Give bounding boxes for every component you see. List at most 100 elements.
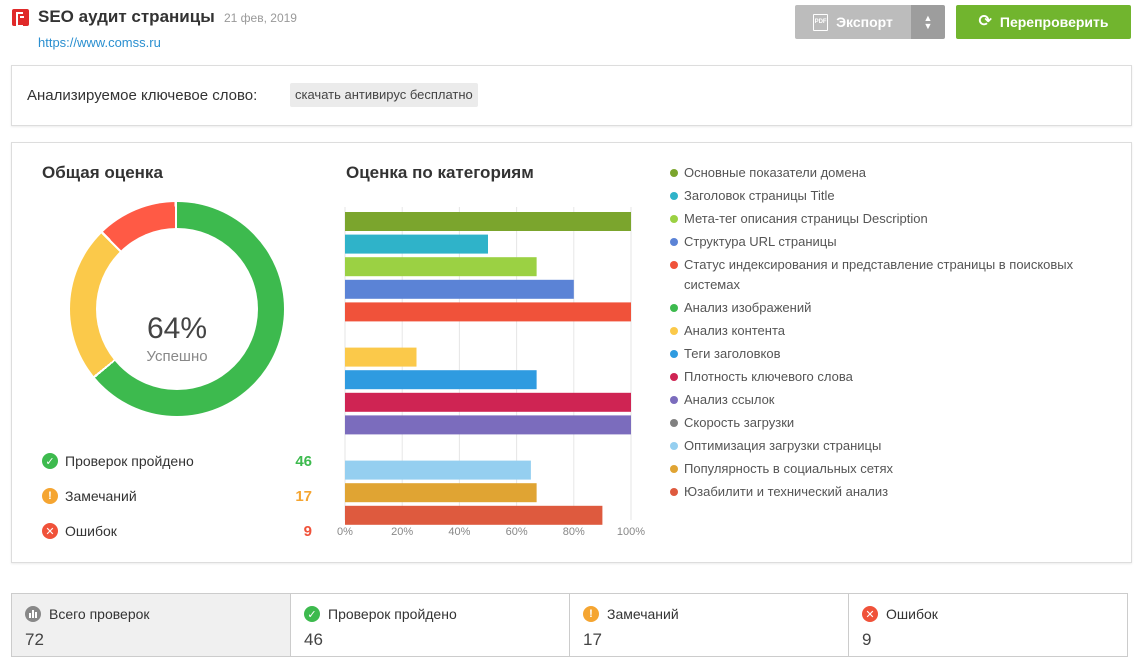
summary-passed-label: Проверок пройдено [328,606,457,622]
legend-label: Основные показатели домена [684,165,866,180]
stat-errors-label: Ошибок [65,523,117,539]
legend-color-dot [670,419,678,427]
legend-color-dot [670,327,678,335]
legend-label: Анализ ссылок [684,392,775,407]
legend-label: Теги заголовков [684,346,781,361]
x-tick-label: 20% [391,526,413,538]
bar[interactable] [345,212,631,231]
stat-passed-label: Проверок пройдено [65,453,194,469]
x-tick-label: 100% [617,526,645,538]
categories-bar-chart: 0% 20% 40% 60% 80% 100% [337,207,645,538]
summary-errors-value: 9 [862,630,872,649]
donut-center: 64% Успешно [96,228,258,390]
warning-icon: ! [42,488,58,504]
summary-passed-value: 46 [304,630,323,649]
x-tick-label: 40% [448,526,470,538]
warning-icon: ! [583,606,599,622]
summary-errors-label: Ошибок [886,606,938,622]
legend-label: Анализ изображений [684,300,812,315]
bar[interactable] [345,279,574,299]
summary-errors[interactable]: ✕ Ошибок 9 [849,594,1127,656]
bar[interactable] [345,460,531,480]
summary-bar: Всего проверок 72 ✓ Проверок пройдено 46… [11,593,1128,657]
categories-title: Оценка по категориям [346,163,534,182]
bar[interactable] [345,505,603,525]
legend-label: Мета-тег описания страницы Description [684,211,928,226]
summary-total-label: Всего проверок [49,606,150,622]
summary-total-value: 72 [25,630,44,649]
legend-label: Оптимизация загрузки страницы [684,438,882,453]
overall-score-donut: 64% Успешно [70,202,284,416]
x-tick-label: 0% [337,526,353,538]
bar[interactable] [345,257,537,277]
legend-item: Статус индексирования и представление ст… [668,255,1118,295]
recheck-label: Перепроверить [999,14,1109,30]
legend-label: Статус индексирования и представление ст… [684,257,1074,292]
app-logo [12,9,29,27]
stat-warnings: ! Замечаний 17 [42,486,312,506]
stat-errors: ✕ Ошибок 9 [42,521,312,541]
stat-errors-value: 9 [303,522,312,540]
legend-item: Структура URL страницы [668,232,1118,252]
bar[interactable] [345,392,631,412]
legend-color-dot [670,396,678,404]
legend-color-dot [670,350,678,358]
legend-item: Анализ ссылок [668,390,1118,410]
pdf-icon: PDF [813,13,829,31]
summary-warnings-label: Замечаний [607,606,679,622]
check-icon: ✓ [42,453,58,469]
legend-item: Юзабилити и технический анализ [668,482,1118,502]
keyword-label: Анализируемое ключевое слово: [27,87,258,104]
bar[interactable] [345,234,488,254]
summary-passed[interactable]: ✓ Проверок пройдено 46 [291,594,570,656]
bar[interactable] [345,483,537,503]
legend-color-dot [670,488,678,496]
summary-warnings[interactable]: ! Замечаний 17 [570,594,849,656]
legend-label: Заголовок страницы Title [684,188,835,203]
export-options-toggle[interactable]: ▲ ▼ [911,5,945,39]
recheck-button[interactable]: ⟳ Перепроверить [956,5,1131,39]
overall-percent: 64% [146,312,208,345]
caret-down-icon: ▼ [923,21,933,31]
legend-item: Популярность в социальных сетях [668,459,1118,479]
overall-status: Успешно [146,348,208,365]
check-icon: ✓ [304,606,320,622]
refresh-icon: ⟳ [978,13,992,30]
legend-label: Плотность ключевого слова [684,369,853,384]
legend-color-dot [670,192,678,200]
bar-chart-icon [25,606,41,622]
legend-label: Анализ контента [684,323,785,338]
bar[interactable] [345,347,417,367]
legend-label: Скорость загрузки [684,415,795,430]
legend-label: Популярность в социальных сетях [684,461,894,476]
site-url-link[interactable]: https://www.comss.ru [38,35,161,50]
legend-color-dot [670,465,678,473]
stat-warnings-value: 17 [295,487,312,505]
legend-color-dot [670,304,678,312]
legend-color-dot [670,238,678,246]
results-panel: Общая оценка 64% Успешно ✓ Проверок прой… [11,142,1132,563]
x-tick-label: 80% [563,526,585,538]
legend-color-dot [670,169,678,177]
bar[interactable] [345,415,631,435]
legend-item: Основные показатели домена [668,163,1118,183]
legend-color-dot [670,215,678,223]
legend-label: Структура URL страницы [684,234,837,249]
stat-passed-value: 46 [295,452,312,470]
keyword-panel: Анализируемое ключевое слово: скачать ан… [11,65,1132,126]
legend-color-dot [670,261,678,269]
legend-item: Плотность ключевого слова [668,367,1118,387]
report-date: 21 фев, 2019 [224,11,297,25]
error-icon: ✕ [862,606,878,622]
legend-item: Теги заголовков [668,344,1118,364]
error-icon: ✕ [42,523,58,539]
summary-total[interactable]: Всего проверок 72 [12,594,291,656]
export-button[interactable]: PDF Экспорт [795,5,911,39]
bar[interactable] [345,370,537,390]
export-label: Экспорт [836,14,893,30]
bar[interactable] [345,302,631,322]
legend-item: Мета-тег описания страницы Description [668,209,1118,229]
caret-up-icon: ▲ [923,13,933,23]
chart-legend: Основные показатели домена Заголовок стра… [668,163,1118,505]
legend-item: Анализ контента [668,321,1118,341]
